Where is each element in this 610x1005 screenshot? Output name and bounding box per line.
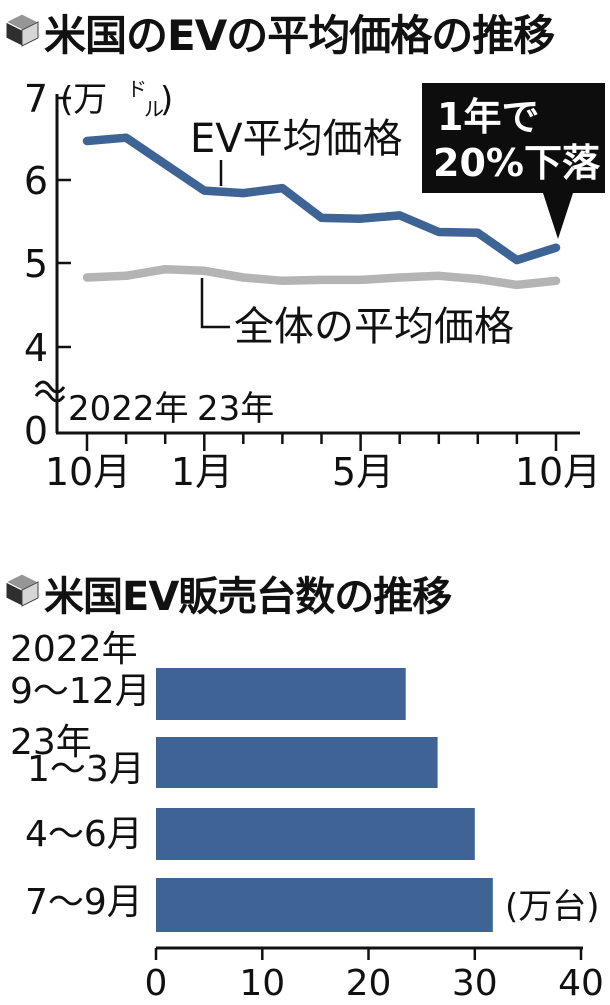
ev-series-label: EV平均価格 <box>190 116 403 162</box>
svg-text:30: 30 <box>452 963 498 1000</box>
sales-row-labels: 2022年 9〜12月 23年 1〜3月 4〜6月 7〜9月 <box>10 629 151 923</box>
price-year-labels: 2022年 23年 <box>68 389 274 429</box>
svg-text:2022年: 2022年 <box>10 629 138 670</box>
sales-unit-label: (万台) <box>505 887 600 927</box>
svg-text:(万: (万 <box>60 80 107 120</box>
svg-text:10月: 10月 <box>515 450 601 494</box>
overall-label-connector-line <box>200 278 230 329</box>
overall-price-line <box>82 264 561 290</box>
svg-text:10: 10 <box>239 963 285 1000</box>
svg-text:1〜3月: 1〜3月 <box>27 749 145 790</box>
callout-annotation: 1年で 20%下落 <box>422 83 605 239</box>
callout-line1: 1年で <box>437 95 539 139</box>
svg-text:7〜9月: 7〜9月 <box>25 882 143 923</box>
svg-text:ド: ド <box>127 77 147 101</box>
callout-box <box>422 83 605 193</box>
svg-text:1月: 1月 <box>171 450 233 494</box>
svg-text:9〜12月: 9〜12月 <box>10 671 151 712</box>
cube-bullet-icon-2 <box>4 573 40 607</box>
svg-text:23年: 23年 <box>197 389 274 429</box>
sales-bar <box>156 878 493 932</box>
callout-line2: 20%下落 <box>433 141 601 185</box>
svg-text:5月: 5月 <box>332 450 394 494</box>
price-y-tick-labels: 7 6 5 4 0 <box>24 77 48 453</box>
svg-text:23年: 23年 <box>10 722 92 763</box>
price-x-tick-labels: 10月 1月 5月 10月 <box>45 450 601 494</box>
sales-bar <box>156 737 438 788</box>
svg-text:ル: ル <box>144 97 164 121</box>
price-chart-section: 米国のEVの平均価格の推移 (万 ド ル ) 7 6 5 4 0 <box>4 11 605 494</box>
sales-x-ticks <box>154 948 583 960</box>
svg-text:20: 20 <box>346 963 392 1000</box>
svg-text:0: 0 <box>145 963 168 1000</box>
svg-text:7: 7 <box>24 77 48 121</box>
sales-x-tick-labels: 0 10 20 30 40 <box>145 963 604 1004</box>
price-y-ticks <box>57 96 71 349</box>
y-axis-unit: (万 ド ル ) <box>60 77 173 121</box>
axis-break-icon <box>34 380 66 403</box>
svg-text:4: 4 <box>24 326 48 370</box>
ev-price-line <box>82 133 561 265</box>
price-chart-title: 米国のEVの平均価格の推移 <box>44 11 555 60</box>
svg-text:6: 6 <box>24 159 48 203</box>
svg-text:4〜6月: 4〜6月 <box>25 814 143 855</box>
sales-bar <box>156 668 406 720</box>
svg-text:40: 40 <box>558 963 604 1000</box>
callout-pointer-triangle <box>543 193 573 239</box>
sales-bars <box>156 668 493 932</box>
svg-text:10月: 10月 <box>45 450 131 494</box>
price-x-ticks <box>85 433 558 451</box>
svg-text:0: 0 <box>24 409 48 453</box>
overall-series-label: 全体の平均価格 <box>234 304 514 350</box>
cube-bullet-icon <box>4 13 40 47</box>
sales-bar <box>156 808 475 860</box>
sales-chart-title: 米国EV販売台数の推移 <box>44 574 452 620</box>
sales-chart-section: 米国EV販売台数の推移 2022年 9〜12月 23年 1〜3月 4〜6月 7〜… <box>4 573 604 1004</box>
svg-text:): ) <box>160 80 173 120</box>
svg-text:2022年: 2022年 <box>68 389 189 429</box>
svg-text:5: 5 <box>24 242 48 286</box>
